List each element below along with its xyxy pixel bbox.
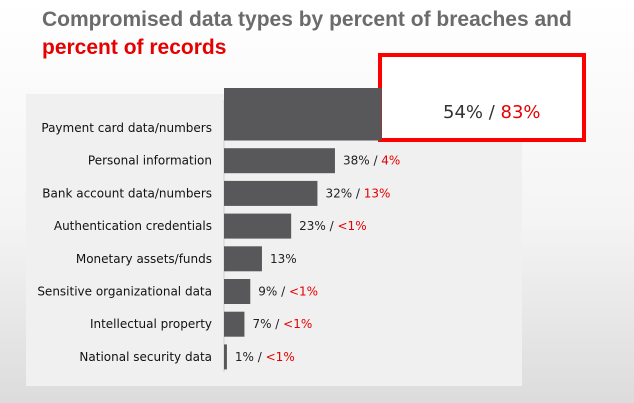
category-label: Intellectual property (90, 317, 212, 331)
category-label: Monetary assets/funds (76, 252, 212, 266)
breach-percent-label: 1% (235, 350, 254, 364)
value-label: 1% / <1% (235, 350, 295, 364)
value-label: 32% / 13% (325, 186, 390, 200)
breach-percent-label: 13% (270, 252, 297, 266)
record-percent-label: 13% (364, 186, 391, 200)
category-label: Personal information (88, 154, 212, 168)
label-separator: / (277, 285, 289, 299)
value-label: 13% (270, 252, 297, 266)
breach-percent-label: 38% (343, 154, 370, 168)
record-percent-label: 4% (381, 154, 400, 168)
bar (224, 279, 251, 304)
highlighted-value-label: 54% / 83% (443, 102, 541, 123)
bar (224, 213, 292, 239)
record-percent-label: <1% (283, 317, 312, 331)
category-label: Sensitive organizational data (37, 285, 212, 299)
record-percent-label: <1% (289, 285, 318, 299)
label-separator: / (254, 350, 266, 364)
chart-title-line2: percent of records (42, 36, 227, 59)
breach-percent-label: 54% (443, 102, 483, 123)
bar (224, 311, 245, 337)
breach-percent-label: 23% (299, 219, 326, 233)
record-percent-label: <1% (266, 350, 295, 364)
value-label: 23% / <1% (299, 219, 366, 233)
breach-percent-label: 7% (252, 317, 271, 331)
value-label: 7% / <1% (252, 317, 312, 331)
highlight-box (378, 53, 586, 142)
chart-title: Compromised data types by percent of bre… (42, 6, 572, 62)
bar (224, 246, 262, 272)
breach-percent-label: 9% (258, 285, 277, 299)
record-percent-label: 83% (501, 102, 541, 123)
bar (224, 148, 335, 174)
record-percent-label: <1% (338, 219, 367, 233)
label-separator: / (271, 317, 283, 331)
chart-panel (26, 94, 522, 386)
label-separator: / (370, 154, 382, 168)
category-label: Bank account data/numbers (42, 186, 212, 200)
breach-percent-label: 32% (325, 186, 352, 200)
bar-highlighted (224, 88, 382, 141)
label-separator: / (483, 102, 501, 123)
category-label: National security data (79, 350, 212, 364)
category-label: Authentication credentials (54, 219, 212, 233)
value-label: 38% / 4% (343, 154, 400, 168)
label-separator: / (352, 186, 364, 200)
bar (224, 180, 318, 206)
bar (224, 344, 227, 370)
chart-title-line1: Compromised data types by percent of bre… (42, 8, 572, 31)
label-separator: / (326, 219, 338, 233)
category-label: Payment card data/numbers (41, 121, 212, 135)
value-label: 9% / <1% (258, 285, 318, 299)
